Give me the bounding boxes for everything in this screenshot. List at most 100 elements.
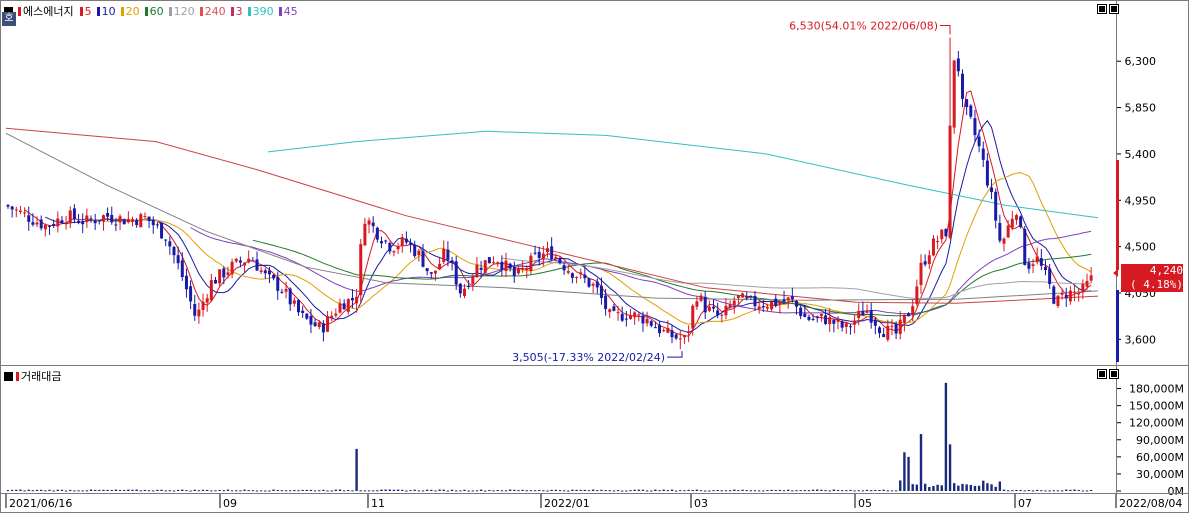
volume-bar <box>1052 490 1055 492</box>
candle-body <box>1048 268 1052 285</box>
volume-bar <box>699 490 703 492</box>
candle-body <box>438 263 442 270</box>
volume-bar <box>48 489 51 491</box>
candle-body <box>799 307 803 317</box>
candle-body <box>749 296 753 298</box>
candle-body <box>247 258 251 263</box>
candle-body <box>902 314 906 323</box>
candle-body <box>624 318 628 320</box>
volume-bar <box>625 490 628 492</box>
candle-body <box>131 219 134 222</box>
candle-body <box>392 251 396 253</box>
volume-bar <box>301 489 304 491</box>
volume-bar <box>6 490 10 492</box>
volume-bar <box>181 489 184 491</box>
ma-period-label: 45 <box>283 4 298 18</box>
volume-bar <box>1036 489 1039 491</box>
candle-body <box>703 296 707 313</box>
volume-bar <box>778 489 782 491</box>
volume-bar <box>915 484 919 491</box>
ma-legend-item[interactable]: 20 <box>120 5 140 18</box>
candle-body <box>56 218 60 227</box>
volume-bars <box>6 382 1093 492</box>
ma-legend-item[interactable]: 240 <box>199 5 226 18</box>
volume-bar <box>762 490 765 492</box>
candle-body <box>857 310 861 319</box>
candle-body <box>815 316 819 318</box>
volume-bar <box>496 490 499 492</box>
candle-body <box>687 331 691 333</box>
volume-bar <box>106 489 109 491</box>
volume-bar <box>882 489 885 491</box>
volume-bar <box>550 489 553 491</box>
x-tick-label: 03 <box>694 497 708 510</box>
volume-bar <box>994 486 997 491</box>
volume-bar <box>737 490 740 492</box>
volume-bar <box>367 490 371 492</box>
ma-period-label: 120 <box>173 4 195 18</box>
candle-body <box>1002 238 1006 244</box>
volume-bar <box>683 490 686 492</box>
x-tick-label: 11 <box>371 497 385 510</box>
volume-bar <box>608 490 611 492</box>
candle-body <box>753 296 757 307</box>
candle-body <box>467 285 471 288</box>
candle-body <box>160 222 164 239</box>
candle-body <box>313 322 317 327</box>
volume-menu-icon[interactable] <box>4 371 13 381</box>
maximize-volume-pane-icon[interactable] <box>1109 369 1119 379</box>
candle-body <box>355 296 359 304</box>
ma-long-grey-line <box>5 132 1099 301</box>
volume-bar <box>342 490 346 492</box>
candle-body <box>176 255 180 264</box>
candle-body <box>338 303 342 313</box>
candle-body <box>774 298 778 306</box>
candle-body <box>101 215 105 222</box>
candle-body <box>770 301 774 310</box>
ma-legend-item[interactable]: 3 <box>230 5 243 18</box>
ma-120-line <box>501 257 1092 300</box>
volume-bar <box>1060 490 1064 492</box>
hoga-badge[interactable]: 호 <box>2 12 16 26</box>
candle-body <box>81 221 85 225</box>
volume-bar <box>546 490 549 492</box>
candle-body <box>500 261 504 270</box>
candle-body <box>14 209 18 211</box>
volume-bar <box>164 490 167 492</box>
candle-body <box>458 283 462 294</box>
volume-bar <box>712 490 715 492</box>
ma-legend-item[interactable]: 10 <box>96 5 116 18</box>
restore-volume-pane-icon[interactable] <box>1097 369 1107 379</box>
x-tick-label: 07 <box>1018 497 1032 510</box>
ma-legend-item[interactable]: 120 <box>168 4 195 18</box>
candle-body <box>263 270 267 274</box>
candle-body <box>525 268 529 270</box>
volume-bar <box>139 490 142 492</box>
volume-bar <box>135 489 138 491</box>
volume-bar <box>554 489 557 491</box>
ma-legend-item[interactable]: 60 <box>144 5 164 18</box>
candle-body <box>1073 291 1077 293</box>
ma-legend-item[interactable]: 45 <box>278 4 298 18</box>
volume-bar <box>832 489 836 491</box>
candle-body <box>463 288 466 296</box>
window-menu-icon[interactable] <box>4 6 13 16</box>
volume-bar <box>811 489 815 491</box>
candle-body <box>1023 228 1027 266</box>
ma-legend-item[interactable]: 390 <box>247 5 274 18</box>
maximize-window-icon[interactable] <box>1109 4 1119 14</box>
volume-bar <box>1073 489 1076 491</box>
ma-legend-item[interactable]: 5 <box>79 5 92 18</box>
volume-bar <box>695 489 699 491</box>
current-price-badge: 4,240 <box>1121 264 1183 278</box>
volume-bar <box>849 489 852 491</box>
volume-bar <box>799 490 802 492</box>
candle-body <box>707 306 711 311</box>
candle-body <box>276 277 280 291</box>
volume-bar <box>1006 490 1010 492</box>
restore-window-icon[interactable] <box>1097 4 1107 14</box>
candle-body <box>143 216 147 218</box>
candle-body <box>757 306 761 310</box>
candle-body <box>761 306 765 308</box>
